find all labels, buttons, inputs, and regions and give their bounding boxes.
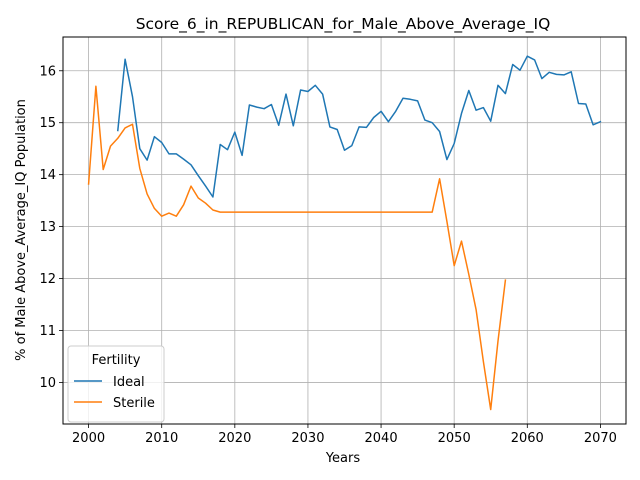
y-tick-label: 12 [39,272,56,287]
grid-lines [63,37,626,424]
y-tick-label: 11 [39,324,56,339]
y-tick-label: 10 [39,376,56,391]
x-tick-label: 2020 [218,431,251,446]
chart-title: Score_6_in_REPUBLICAN_for_Male_Above_Ave… [136,15,551,34]
legend: Fertility Ideal Sterile [67,345,165,423]
series-layer [87,55,602,411]
y-tick-label: 16 [39,64,56,79]
series-line-ideal [116,55,602,198]
legend-label-ideal: Ideal [113,375,145,390]
y-tick-label: 13 [39,220,56,235]
x-tick-label: 2050 [438,431,471,446]
x-tick-label: 2070 [584,431,617,446]
y-tick-label: 15 [39,116,56,131]
legend-label-sterile: Sterile [113,396,155,411]
y-axis-label: % of Male Above_Average_IQ Population [14,99,29,361]
axis-ticks: 2000 2010 2020 2030 2040 2050 2060 2070 10 11 12 13… [39,64,617,446]
y-tick-label: 14 [39,168,56,183]
legend-box [67,345,165,423]
x-tick-label: 2040 [365,431,398,446]
x-tick-label: 2010 [145,431,178,446]
x-tick-label: 2000 [72,431,105,446]
x-axis-label: Years [325,451,361,466]
legend-title: Fertility [92,353,141,368]
plot-frame [62,36,627,425]
x-tick-label: 2060 [511,431,544,446]
series-line-sterile [87,85,507,411]
x-tick-label: 2030 [291,431,324,446]
